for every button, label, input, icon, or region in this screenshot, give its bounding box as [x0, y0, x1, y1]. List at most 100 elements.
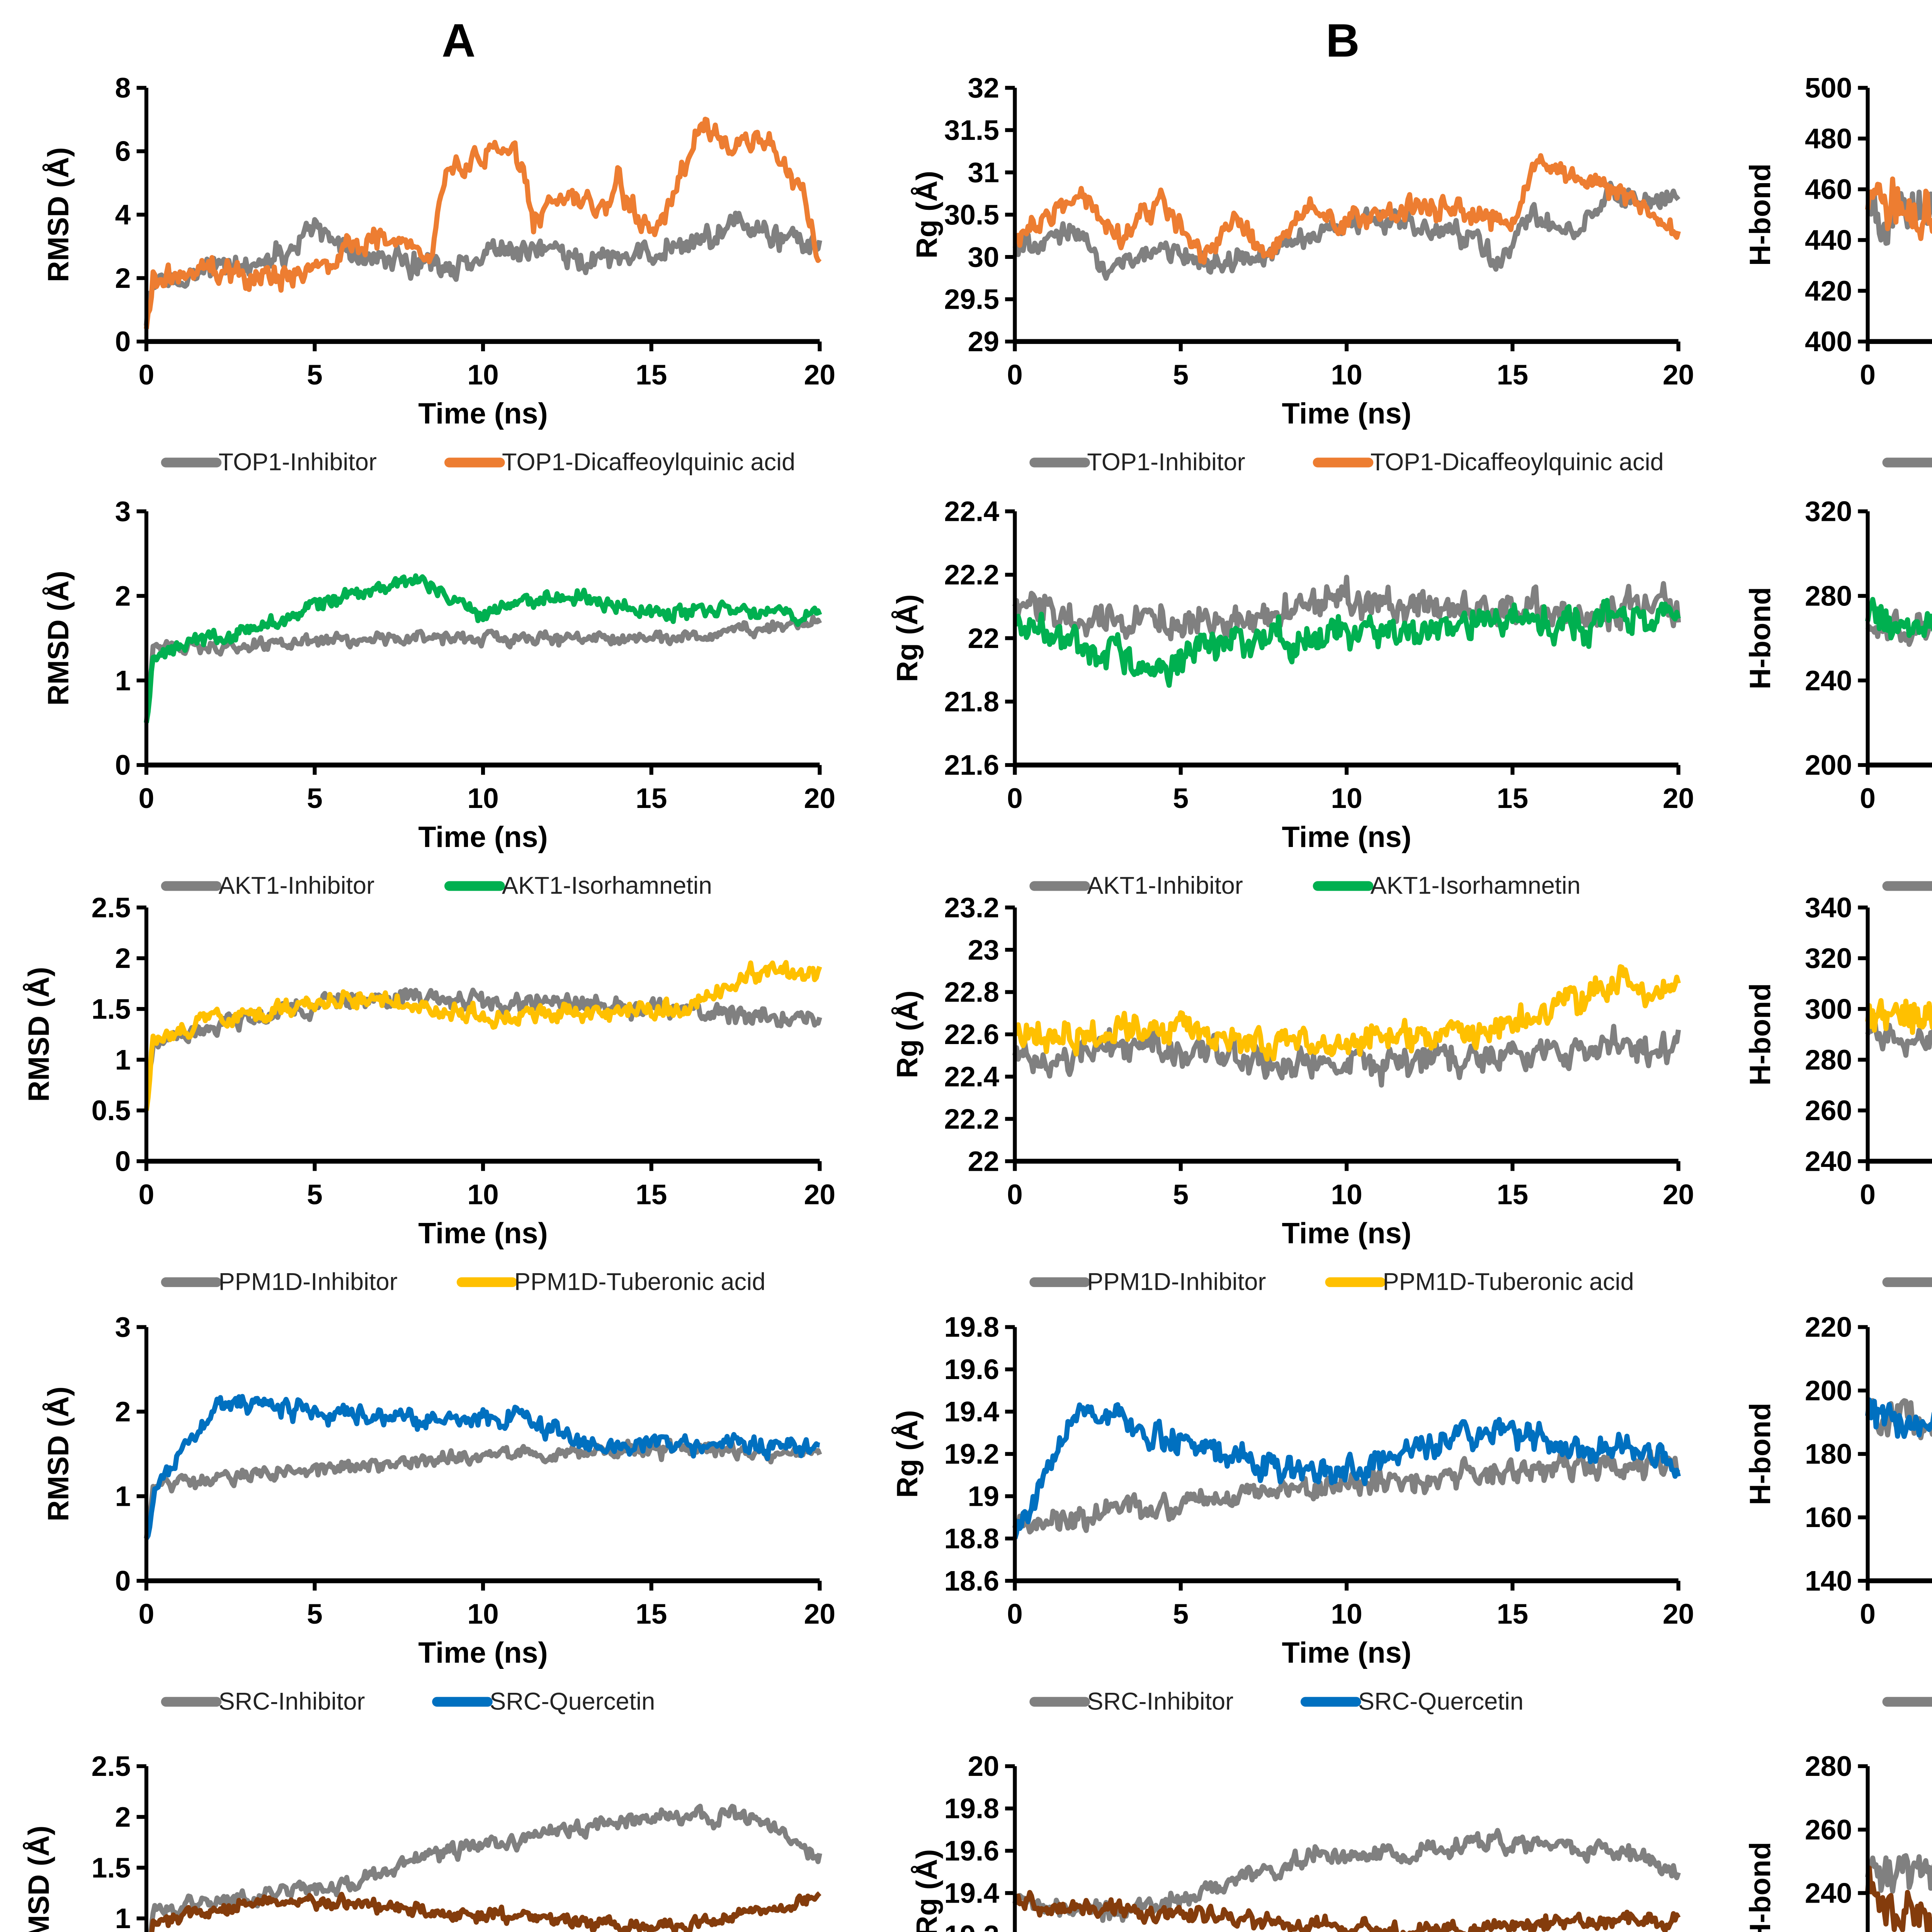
- y-tick-label: 440: [1805, 224, 1852, 256]
- series-line-ligand: [144, 116, 822, 329]
- y-tick-label: 2: [115, 942, 131, 974]
- series-line-ligand: [1014, 153, 1681, 265]
- y-tick-label: 2: [115, 1396, 131, 1428]
- x-tick-label: 0: [1007, 1179, 1023, 1210]
- y-tick-label: 320: [1805, 496, 1852, 527]
- y-tick-label: 19.2: [944, 1438, 999, 1470]
- y-tick-label: 19.4: [944, 1877, 999, 1909]
- y-tick-label: 300: [1805, 993, 1852, 1025]
- y-tick-label: 1.5: [92, 1852, 131, 1884]
- chart-ppm1d-hbond: 24026028030032034005101520Time (ns)H-bon…: [1744, 892, 1932, 1287]
- y-axis-title: Rg (Å): [910, 171, 943, 259]
- y-tick-label: 0.5: [92, 1095, 131, 1126]
- x-tick-label: 15: [1497, 782, 1528, 814]
- y-tick-label: 1: [115, 1903, 131, 1932]
- y-tick-label: 3: [115, 496, 131, 527]
- x-axis-title: Time (ns): [418, 821, 548, 854]
- x-tick-label: 15: [636, 359, 667, 391]
- y-tick-label: 160: [1805, 1502, 1852, 1533]
- y-tick-label: 22.2: [944, 1103, 999, 1135]
- series-line-ligand: [144, 1394, 821, 1540]
- y-tick-label: 22.2: [944, 559, 999, 591]
- y-tick-label: 0: [115, 749, 131, 781]
- y-tick-label: 220: [1805, 1311, 1852, 1343]
- chart-ppm1d-rg: 22 22.2 22.4 22.6 22.8 23 23.2 0 5 10 15 20 Time (ns…: [891, 892, 1694, 1296]
- y-tick-label: 280: [1805, 1044, 1852, 1076]
- x-tick-label: 20: [1663, 1179, 1694, 1210]
- chart-top1-rg: 29 29.5 30 30.5 31 31.5 32 0 5 10 15 20 Time (ns) Rg …: [910, 72, 1694, 476]
- y-tick-label: 19.6: [944, 1354, 999, 1385]
- series-line-inhibitor: [144, 987, 822, 1111]
- series-line-inhibitor: [144, 614, 822, 723]
- x-axis-title: Time (ns): [418, 1217, 548, 1250]
- x-tick-label: 0: [138, 1598, 154, 1630]
- y-axis-title: Rg (Å): [910, 1849, 943, 1932]
- y-tick-label: 22.4: [944, 1061, 999, 1093]
- chart-src-rmsd: 0 1 2 3 0 5 10 15 20 Time (ns) RMSD (Å) SRC-Inhibit…: [42, 1311, 835, 1715]
- y-axis-title: RMSD (Å): [42, 147, 75, 282]
- y-tick-label: 6: [115, 136, 131, 167]
- y-tick-label: 4: [115, 199, 131, 231]
- legend-label: TOP1-Inhibitor: [1087, 449, 1245, 476]
- legend-label: SRC-Inhibitor: [1087, 1688, 1233, 1715]
- chart-src-rg: 18.6 18.8 19 19.2 19.4 19.6 19.8 0 5 10 15 20 Time (…: [891, 1311, 1694, 1715]
- y-tick-label: 1: [115, 1480, 131, 1512]
- y-axis-title: H-bond: [1744, 1842, 1777, 1932]
- y-tick-label: 19.2: [944, 1920, 999, 1932]
- y-axis-title: H-bond: [1744, 587, 1777, 689]
- series-line-ligand: [1012, 1402, 1681, 1539]
- y-tick-label: 8: [115, 72, 131, 104]
- x-tick-label: 0: [138, 782, 154, 814]
- x-tick-label: 5: [1173, 1179, 1189, 1210]
- y-axis-title: Rg (Å): [891, 1410, 924, 1498]
- x-tick-label: 5: [307, 359, 323, 391]
- legend-label: PPM1D-Tuberonic acid: [514, 1269, 765, 1296]
- x-tick-label: 5: [307, 1598, 323, 1630]
- legend-label: AKT1-Isorhamnetin: [502, 872, 712, 899]
- legend-label: PPM1D-Inhibitor: [1087, 1269, 1266, 1296]
- y-tick-label: 1.5: [92, 993, 131, 1025]
- x-tick-label: 10: [1331, 1179, 1362, 1210]
- x-axis-title: Time (ns): [418, 397, 548, 430]
- y-tick-label: 3: [115, 1311, 131, 1343]
- x-tick-label: 15: [636, 1598, 667, 1630]
- y-tick-label: 340: [1805, 892, 1852, 923]
- y-axis-title: RMSD (Å): [22, 1826, 55, 1932]
- y-tick-label: 280: [1805, 580, 1852, 612]
- x-tick-label: 10: [1331, 359, 1362, 391]
- x-tick-label: 10: [467, 1179, 498, 1210]
- series-line-ligand: [144, 960, 822, 1111]
- y-axis-title: Rg (Å): [891, 594, 924, 682]
- x-tick-label: 15: [1497, 359, 1528, 391]
- x-tick-label: 20: [804, 782, 835, 814]
- y-tick-label: 19.6: [944, 1835, 999, 1867]
- y-tick-label: 260: [1805, 1095, 1852, 1126]
- x-tick-label: 10: [467, 359, 498, 391]
- y-tick-label: 280: [1805, 1750, 1852, 1782]
- y-tick-label: 32: [968, 72, 999, 104]
- y-tick-label: 19: [968, 1480, 999, 1512]
- y-tick-label: 140: [1805, 1565, 1852, 1597]
- y-tick-label: 460: [1805, 173, 1852, 205]
- y-tick-label: 22: [968, 1145, 999, 1177]
- x-tick-label: 0: [138, 1179, 154, 1210]
- chart-akt1-hbond: 20024028032005101520Time (ns)H-bondAKT1-…: [1744, 496, 1932, 891]
- x-axis-title: Time (ns): [1282, 1217, 1411, 1250]
- y-tick-label: 2.5: [92, 1750, 131, 1782]
- series-line-ligand: [149, 1891, 821, 1932]
- chart-akt1-rmsd: 0 1 2 3 0 5 10 15 20 Time (ns) RMSD (Å) AKT1-Inhibi…: [42, 496, 835, 900]
- y-tick-label: 30.5: [944, 199, 999, 231]
- series-line-inhibitor: [1012, 1448, 1680, 1535]
- y-tick-label: 480: [1805, 123, 1852, 155]
- y-tick-label: 18.6: [944, 1565, 999, 1597]
- x-tick-label: 0: [1860, 1179, 1876, 1210]
- legend-label: PPM1D-Tuberonic acid: [1383, 1269, 1634, 1296]
- y-tick-label: 29.5: [944, 284, 999, 315]
- y-axis-title: RMSD (Å): [42, 571, 75, 706]
- series-line-ligand: [1013, 598, 1681, 688]
- y-tick-label: 22.6: [944, 1019, 999, 1050]
- y-tick-label: 30: [968, 241, 999, 273]
- y-tick-label: 180: [1805, 1438, 1852, 1470]
